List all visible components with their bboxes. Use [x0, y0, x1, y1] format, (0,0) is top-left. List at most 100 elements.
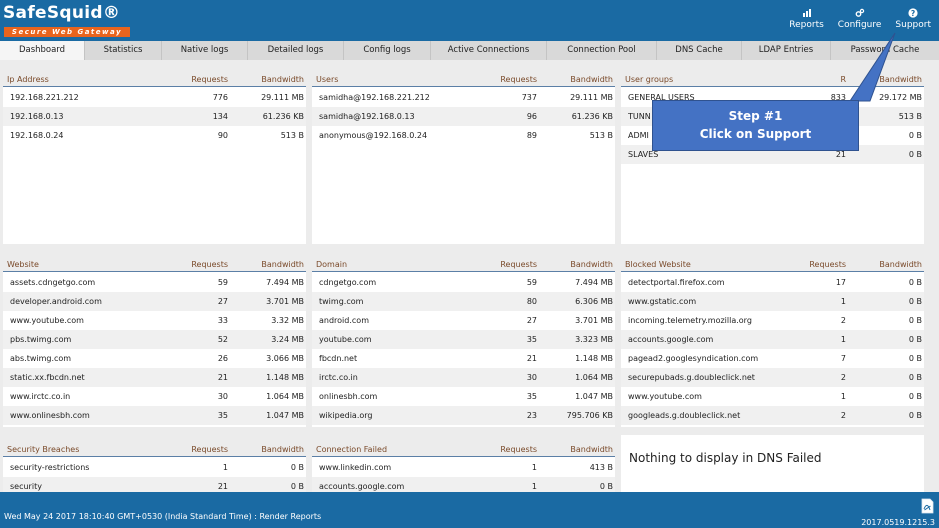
requests-header[interactable]: Requests [809, 260, 846, 269]
requests-header[interactable]: Requests [191, 260, 228, 269]
tab-dns-cache[interactable]: DNS Cache [657, 41, 742, 60]
table-row[interactable]: abs.twimg.com 26 3.066 MB [3, 349, 306, 368]
tab-active-connections[interactable]: Active Connections [431, 41, 547, 60]
row-requests: 1 [531, 463, 537, 472]
row-name: www.onlinesbh.com [10, 411, 90, 420]
table-row[interactable]: www.youtube.com 1 0 B [621, 387, 924, 406]
bandwidth-header[interactable]: Bandwidth [570, 260, 613, 269]
row-name: static.xx.fbcdn.net [10, 373, 85, 382]
row-requests: 59 [526, 278, 537, 287]
table-row[interactable]: accounts.google.com 1 0 B [312, 477, 615, 496]
table-row[interactable]: www.onlinesbh.com 35 1.047 MB [3, 406, 306, 425]
table-row[interactable]: samidha@192.168.221.212 737 29.111 MB [312, 88, 615, 107]
tab-ldap-entries[interactable]: LDAP Entries [742, 41, 831, 60]
requests-header[interactable]: Requests [191, 75, 228, 84]
reports-button[interactable]: Reports [789, 8, 824, 30]
table-row[interactable]: www.gstatic.com 1 0 B [621, 292, 924, 311]
table-row[interactable]: 192.168.0.13 134 61.236 KB [3, 107, 306, 126]
table-row[interactable]: static.xx.fbcdn.net 21 1.148 MB [3, 368, 306, 387]
row-requests: 21 [217, 482, 228, 491]
table-row[interactable]: www.irctc.co.in 30 1.064 MB [3, 387, 306, 406]
table-row[interactable]: accounts.google.com 1 0 B [621, 330, 924, 349]
table-row[interactable]: twimg.com 80 6.306 MB [312, 292, 615, 311]
tab-config-logs[interactable]: Config logs [344, 41, 431, 60]
panel-header: Connection Failed Requests Bandwidth [312, 437, 615, 457]
table-row[interactable]: incoming.telemetry.mozilla.org 2 0 B [621, 311, 924, 330]
table-row[interactable]: wikipedia.org 23 795.706 KB [312, 406, 615, 425]
bandwidth-header[interactable]: Bandwidth [570, 445, 613, 454]
row-bandwidth: 0 B [908, 316, 922, 325]
row-name: abs.twimg.com [10, 354, 72, 363]
table-row[interactable]: pbs.twimg.com 52 3.24 MB [3, 330, 306, 349]
row-requests: 52 [217, 335, 228, 344]
configure-button[interactable]: Configure [838, 8, 881, 30]
users-panel: Users Requests Bandwidth samidha@192.168.22… [312, 67, 615, 244]
table-row[interactable]: ADMI 0 B [621, 126, 924, 145]
table-row[interactable]: securepubads.g.doubleclick.net 2 0 B [621, 368, 924, 387]
row-name: android.com [319, 316, 369, 325]
table-row[interactable]: security-restrictions 1 0 B [3, 458, 306, 477]
tab-connection-pool[interactable]: Connection Pool [547, 41, 657, 60]
table-row[interactable]: fbcdn.net 21 1.148 MB [312, 349, 615, 368]
table-row[interactable]: googleads.g.doubleclick.net 2 0 B [621, 406, 924, 425]
row-name: pbs.twimg.com [10, 335, 72, 344]
panel-title[interactable]: Blocked Website [625, 260, 691, 269]
table-row[interactable]: 192.168.0.24 90 513 B [3, 126, 306, 145]
pdf-export-icon[interactable] [921, 498, 934, 514]
row-requests: 737 [521, 93, 537, 102]
tab-password-cache[interactable]: Password Cache [850, 45, 920, 55]
table-row[interactable]: anonymous@192.168.0.24 89 513 B [312, 126, 615, 145]
row-bandwidth: 0 B [290, 482, 304, 491]
panel-title[interactable]: Ip Address [7, 75, 49, 84]
tab-statistics[interactable]: Statistics [85, 41, 162, 60]
requests-header[interactable]: Requests [500, 75, 537, 84]
bandwidth-header[interactable]: Bandwidth [879, 260, 922, 269]
bandwidth-header[interactable]: Bandwidth [879, 75, 922, 84]
bandwidth-header[interactable]: Bandwidth [261, 75, 304, 84]
tab-detailed-logs[interactable]: Detailed logs [248, 41, 344, 60]
panel-title[interactable]: Website [7, 260, 39, 269]
support-button[interactable]: ? Support [895, 8, 931, 30]
table-row[interactable]: security 21 0 B [3, 477, 306, 496]
table-row[interactable]: developer.android.com 27 3.701 MB [3, 292, 306, 311]
table-row[interactable]: GENERAL USERS 833 29.172 MB [621, 88, 924, 107]
table-row[interactable]: android.com 27 3.701 MB [312, 311, 615, 330]
row-name: securepubads.g.doubleclick.net [628, 373, 755, 382]
panel-title[interactable]: Connection Failed [316, 445, 388, 454]
bandwidth-header[interactable]: Bandwidth [261, 260, 304, 269]
panel-title[interactable]: Domain [316, 260, 348, 269]
table-row[interactable]: samidha@192.168.0.13 96 61.236 KB [312, 107, 615, 126]
table-row[interactable]: www.linkedin.com 1 413 B [312, 458, 615, 477]
table-row[interactable]: irctc.co.in 30 1.064 MB [312, 368, 615, 387]
table-row[interactable]: youtube.com 35 3.323 MB [312, 330, 615, 349]
tab-native-logs[interactable]: Native logs [162, 41, 248, 60]
row-name: GENERAL USERS [628, 93, 695, 102]
table-row[interactable]: cdngetgo.com 59 7.494 MB [312, 273, 615, 292]
table-row[interactable]: pagead2.googlesyndication.com 7 0 B [621, 349, 924, 368]
row-name: fbcdn.net [319, 354, 358, 363]
row-requests: 2 [840, 411, 846, 420]
panel-title[interactable]: User groups [625, 75, 674, 84]
row-requests: 2 [840, 316, 846, 325]
requests-header[interactable]: Requests [500, 445, 537, 454]
panel-title[interactable]: Users [316, 75, 339, 84]
table-row[interactable]: 192.168.221.212 776 29.111 MB [3, 88, 306, 107]
table-row[interactable]: assets.cdngetgo.com 59 7.494 MB [3, 273, 306, 292]
logo-title: SafeSquid® [3, 3, 121, 23]
requests-header[interactable]: Requests [500, 260, 537, 269]
bandwidth-header[interactable]: Bandwidth [261, 445, 304, 454]
domain-panel: Domain Requests Bandwidth cdngetgo.com 59 7.4… [312, 252, 615, 427]
row-name: www.youtube.com [10, 316, 84, 325]
panel-title[interactable]: Security Breaches [7, 445, 80, 454]
bandwidth-header[interactable]: Bandwidth [570, 75, 613, 84]
row-bandwidth: 3.701 MB [266, 297, 304, 306]
row-name: samidha@192.168.0.13 [319, 112, 415, 121]
row-bandwidth: 1.064 MB [575, 373, 613, 382]
row-bandwidth: 29.172 MB [879, 93, 922, 102]
table-row[interactable]: detectportal.firefox.com 17 0 B [621, 273, 924, 292]
table-row[interactable]: onlinesbh.com 35 1.047 MB [312, 387, 615, 406]
tab-dashboard[interactable]: Dashboard [0, 41, 85, 60]
requests-header[interactable]: R [840, 75, 846, 84]
requests-header[interactable]: Requests [191, 445, 228, 454]
table-row[interactable]: www.youtube.com 33 3.32 MB [3, 311, 306, 330]
